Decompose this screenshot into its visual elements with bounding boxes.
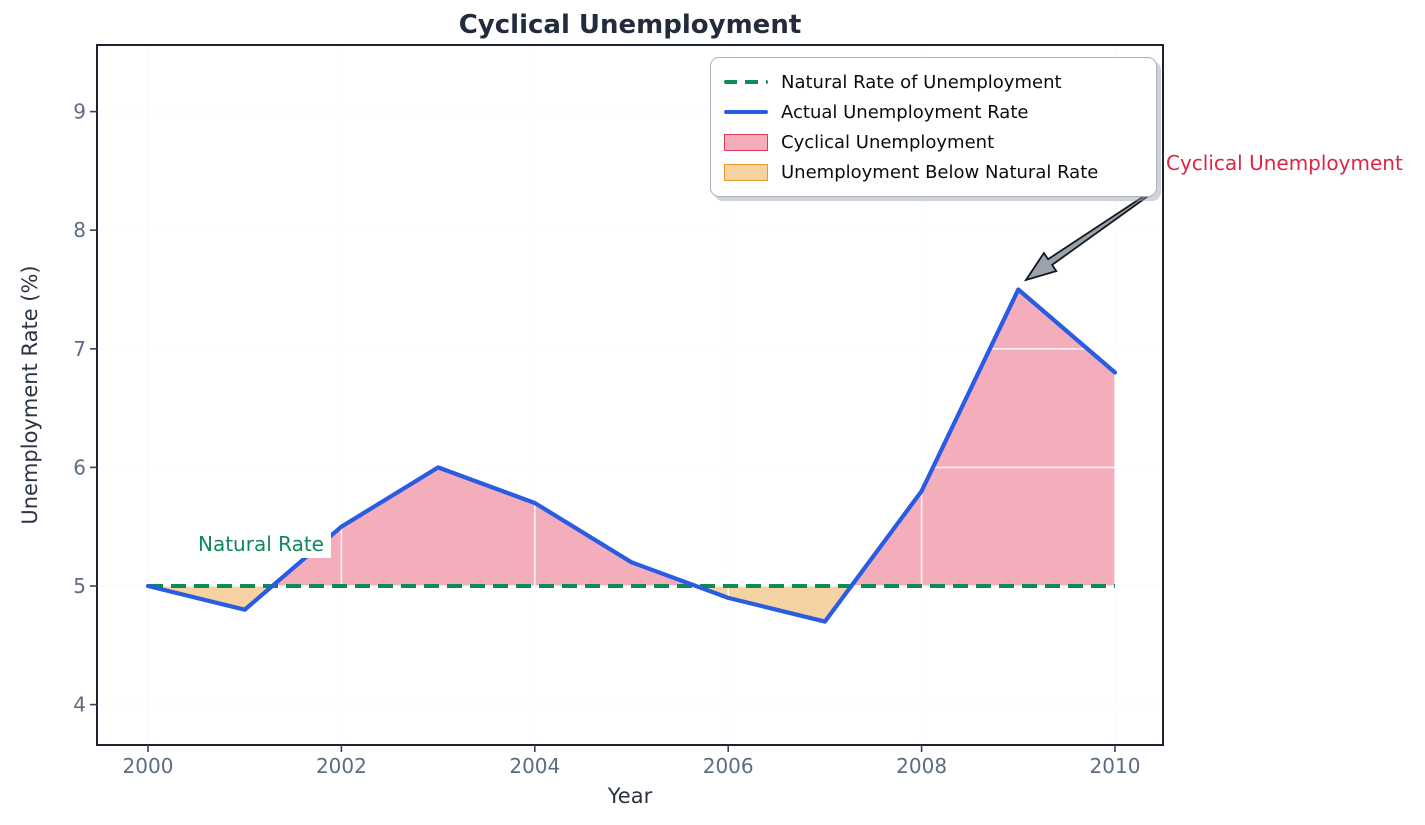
y-tick-label: 6: [73, 455, 86, 479]
y-tick-label: 8: [73, 218, 86, 242]
y-tick-label: 7: [73, 337, 86, 361]
legend-item-below-natural: Unemployment Below Natural Rate: [724, 157, 1143, 187]
axis-tick-labels: 2000 2002 2004 2006 2008 2010 4 5 6 7 8 9: [73, 100, 1140, 778]
cyclical-unemployment-fill: [851, 289, 1115, 586]
legend: Natural Rate of Unemployment Actual Unem…: [710, 57, 1157, 197]
green-dashed-line-swatch: [724, 80, 768, 84]
cyclical-unemployment-annotation: Cyclical Unemployment: [1166, 151, 1403, 175]
x-tick-label: 2008: [896, 754, 947, 778]
x-tick-label: 2006: [703, 754, 754, 778]
x-tick-label: 2010: [1090, 754, 1141, 778]
natural-rate-annotation: Natural Rate: [191, 530, 331, 558]
x-tick-label: 2000: [123, 754, 174, 778]
legend-label: Actual Unemployment Rate: [781, 101, 1029, 123]
fill-regions: [148, 289, 1115, 622]
x-tick-label: 2002: [316, 754, 367, 778]
blue-line-swatch: [724, 110, 768, 114]
legend-item-actual-rate: Actual Unemployment Rate: [724, 97, 1143, 127]
annotation-arrow: [1023, 189, 1154, 282]
x-axis-label: Year: [607, 784, 653, 808]
cyclical-unemployment-fill: [272, 467, 696, 586]
y-axis-label: Unemployment Rate (%): [18, 265, 42, 525]
y-tick-label: 5: [73, 574, 86, 598]
plot-frame: [96, 44, 1164, 746]
orange-patch-swatch: [724, 163, 768, 181]
y-tick-label: 9: [73, 100, 86, 124]
axis-ticks: [90, 110, 1116, 752]
legend-label: Cyclical Unemployment: [781, 131, 995, 153]
legend-label: Unemployment Below Natural Rate: [781, 161, 1099, 183]
legend-label: Natural Rate of Unemployment: [781, 71, 1062, 93]
legend-item-natural-rate: Natural Rate of Unemployment: [724, 67, 1143, 97]
pink-patch-swatch: [724, 133, 768, 151]
x-tick-label: 2004: [509, 754, 560, 778]
below-natural-rate-fill: [695, 586, 852, 622]
legend-item-cyclical: Cyclical Unemployment: [724, 127, 1143, 157]
y-tick-label: 4: [73, 693, 86, 717]
chart-title: Cyclical Unemployment: [458, 10, 802, 40]
